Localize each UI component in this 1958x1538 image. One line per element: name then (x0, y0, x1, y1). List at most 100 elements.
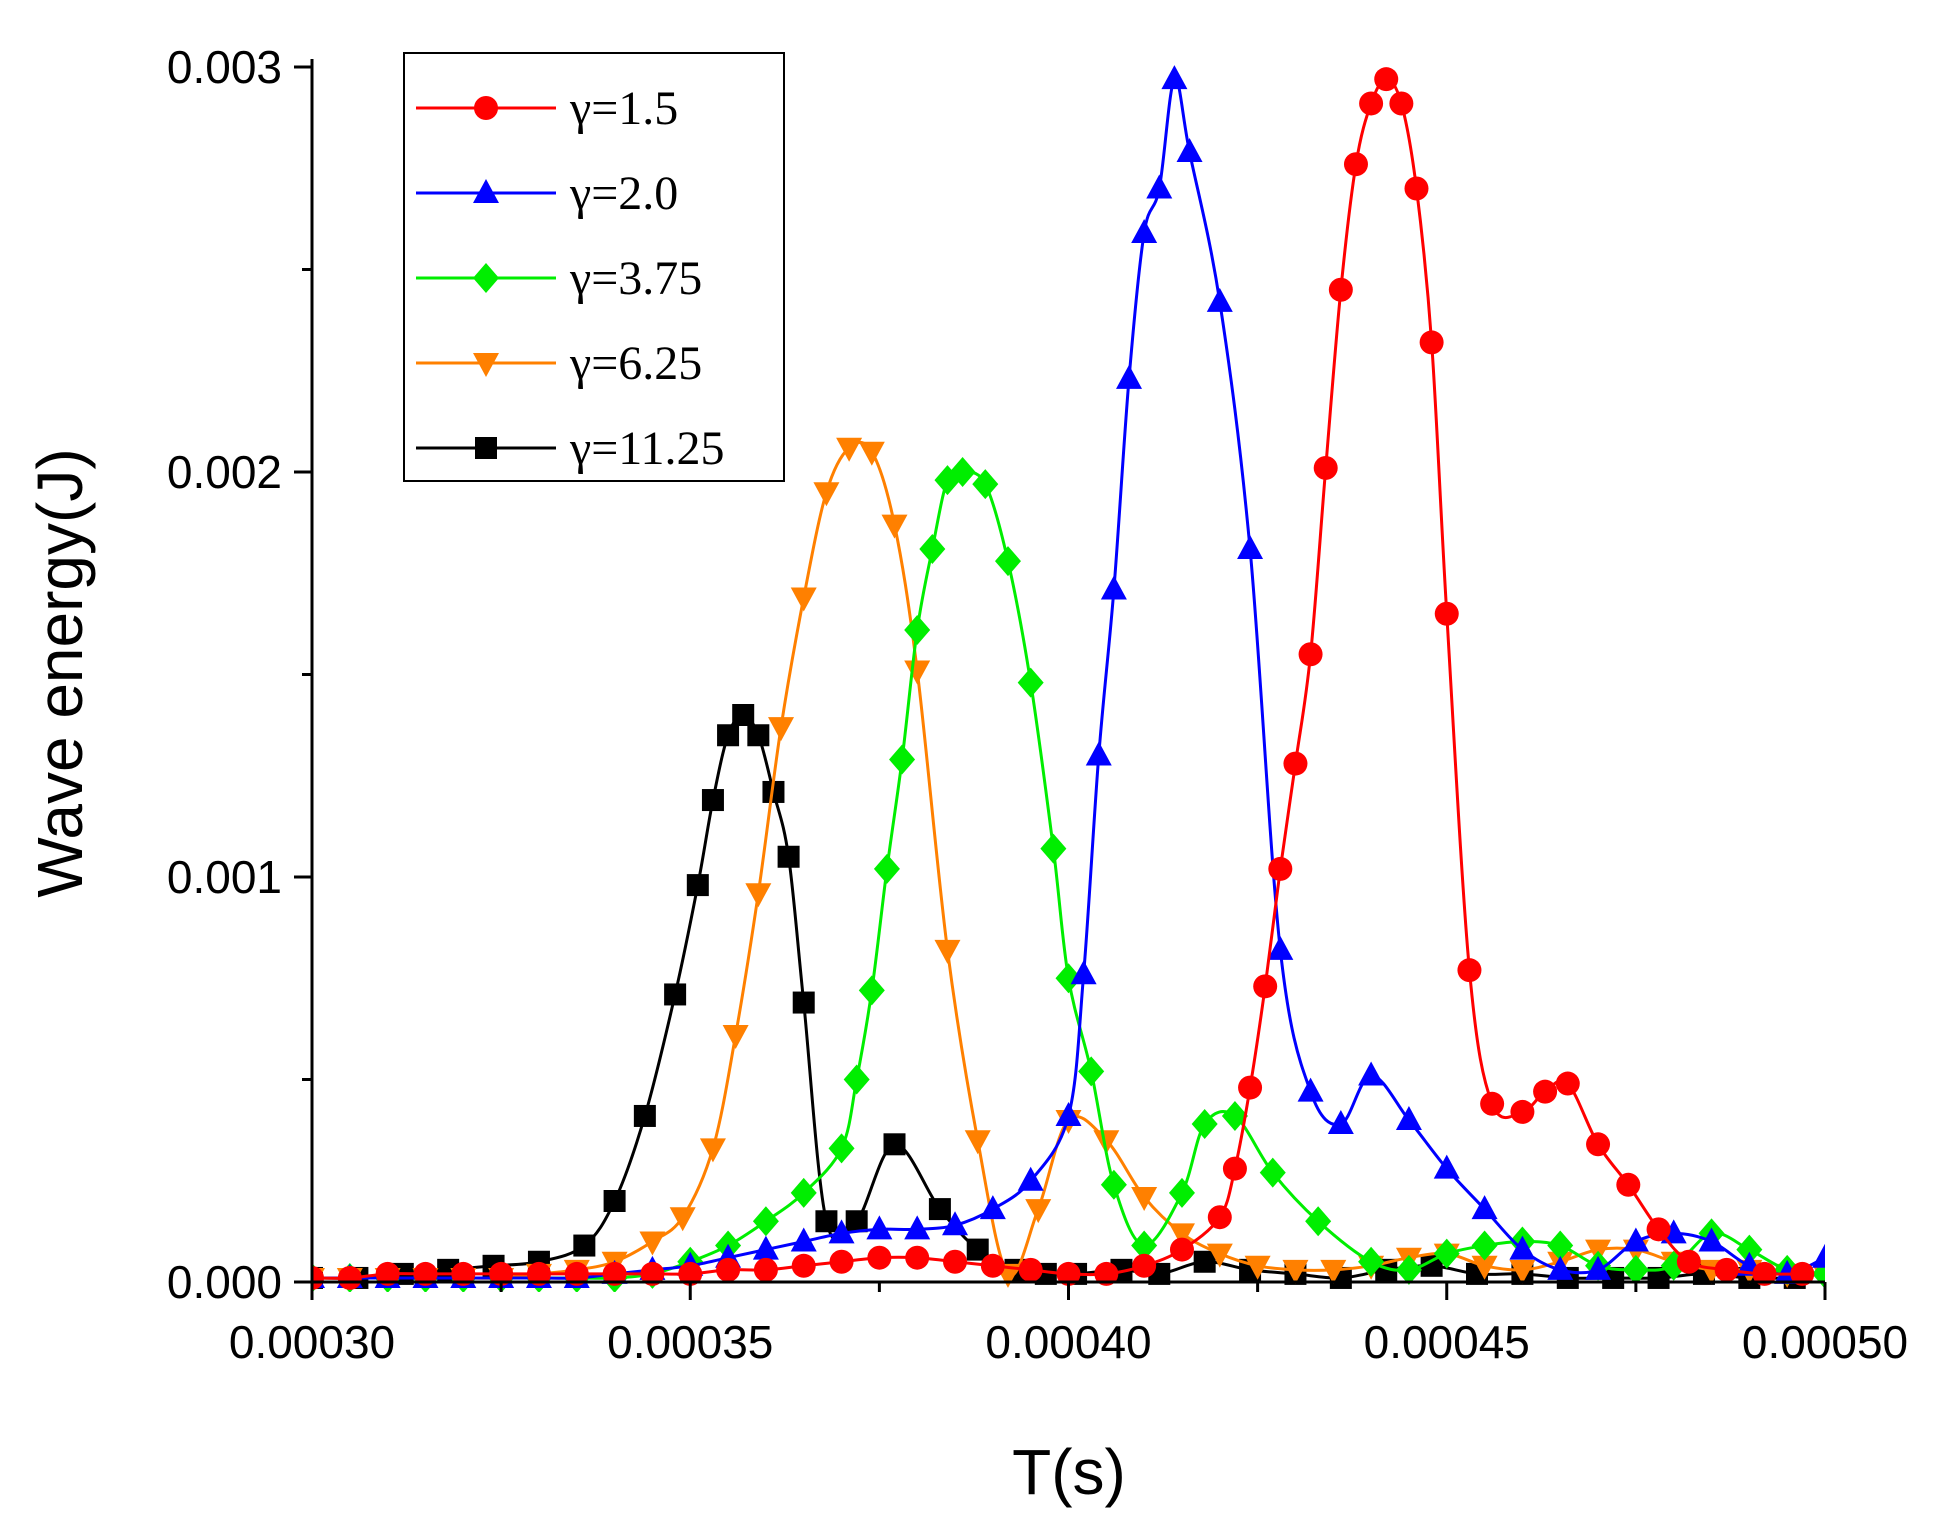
data-point (1056, 1261, 1081, 1286)
y-tick-label: 0.000 (167, 1256, 282, 1308)
axes: 0.00030 0.00035 0.00040 0.00045 0.00050 0.000… (167, 41, 1908, 1368)
data-point (564, 1261, 589, 1286)
data-point (686, 874, 709, 897)
series-line-4 (312, 440, 1825, 1280)
data-point (866, 1215, 893, 1240)
data-point (1457, 958, 1482, 983)
data-point (873, 853, 900, 884)
data-point (1736, 1234, 1763, 1265)
data-point (1017, 667, 1044, 698)
data-point (1433, 1238, 1460, 1269)
data-point (1328, 277, 1353, 302)
data-point (701, 789, 724, 812)
data-point (1191, 1109, 1218, 1140)
data-point (1327, 1110, 1354, 1135)
data-point (980, 1253, 1005, 1278)
data-point (640, 1261, 665, 1286)
data-point (1169, 1237, 1194, 1262)
data-point (1320, 1259, 1347, 1284)
data-point (639, 1231, 666, 1256)
legend-label: γ=1.5 (569, 82, 678, 135)
data-point (1752, 1261, 1777, 1286)
data-point (1298, 642, 1323, 667)
data-point (919, 533, 946, 564)
data-point (904, 614, 931, 645)
data-point (1093, 1130, 1120, 1155)
data-point (1698, 1227, 1725, 1252)
legend-marker (474, 96, 498, 120)
data-point (1055, 1101, 1082, 1126)
data-point (972, 469, 999, 500)
data-point (904, 660, 931, 685)
data-point (717, 724, 740, 747)
data-point (745, 883, 772, 908)
data-point (1025, 1199, 1052, 1224)
data-point (1395, 1106, 1422, 1130)
data-point (1585, 1255, 1612, 1280)
data-point (1193, 1250, 1216, 1273)
data-point (1017, 1166, 1044, 1191)
data-point (526, 1261, 551, 1286)
data-point (1343, 152, 1368, 177)
data-point (1131, 219, 1158, 244)
data-point (1434, 601, 1459, 626)
data-point (1790, 1261, 1815, 1286)
data-point (1510, 1099, 1535, 1124)
data-point (1131, 1230, 1158, 1261)
data-point (1168, 1223, 1195, 1248)
y-axis-title: Wave energy(J) (24, 448, 96, 897)
legend-item: γ=2.0 (416, 167, 678, 220)
data-point (312, 1265, 324, 1290)
data-point (1238, 1075, 1263, 1100)
legend-label: γ=3.75 (569, 252, 702, 305)
data-point (1132, 1253, 1157, 1278)
data-point (815, 1210, 838, 1233)
data-point (413, 1261, 438, 1286)
data-point (1420, 1254, 1443, 1277)
data-point (1283, 751, 1308, 776)
data-point (603, 1190, 626, 1212)
data-point (1714, 1257, 1739, 1282)
data-point (1206, 1243, 1233, 1268)
data-point (678, 1261, 703, 1286)
data-point (943, 1249, 968, 1274)
data-point (1509, 1259, 1536, 1284)
data-point (889, 744, 916, 775)
data-point (836, 437, 863, 462)
legend-item: γ=11.25 (416, 422, 725, 475)
data-point (1146, 174, 1173, 199)
data-point (1812, 1243, 1825, 1268)
data-point (752, 1206, 779, 1237)
x-tick-label: 0.00045 (1364, 1316, 1530, 1368)
data-point (1221, 1100, 1248, 1131)
data-point (1509, 1235, 1536, 1260)
y-tick-label: 0.002 (167, 446, 282, 498)
data-point (1313, 455, 1338, 480)
data-point (722, 1024, 749, 1049)
data-point (768, 717, 795, 742)
data-point (791, 1253, 816, 1278)
legend-marker (475, 437, 497, 459)
data-point (1471, 1195, 1498, 1220)
y-tick-label: 0.003 (167, 41, 282, 93)
data-point (716, 1257, 741, 1282)
legend-item: γ=3.75 (416, 252, 702, 305)
data-point (747, 724, 770, 747)
data-point (1480, 1091, 1505, 1116)
data-point (828, 1133, 855, 1164)
data-point (1161, 65, 1188, 90)
data-point (1244, 1255, 1271, 1280)
data-point (1622, 1254, 1649, 1285)
data-point (928, 1198, 951, 1221)
legend-item: γ=1.5 (416, 82, 678, 135)
data-point (753, 1257, 778, 1282)
legend-marker (473, 263, 499, 293)
data-point (949, 457, 976, 487)
data-point (1622, 1227, 1649, 1252)
legend-label: γ=2.0 (569, 167, 678, 220)
data-point (451, 1261, 476, 1286)
data-point (1222, 1156, 1247, 1181)
data-point (1268, 856, 1293, 881)
data-point (1055, 963, 1082, 994)
